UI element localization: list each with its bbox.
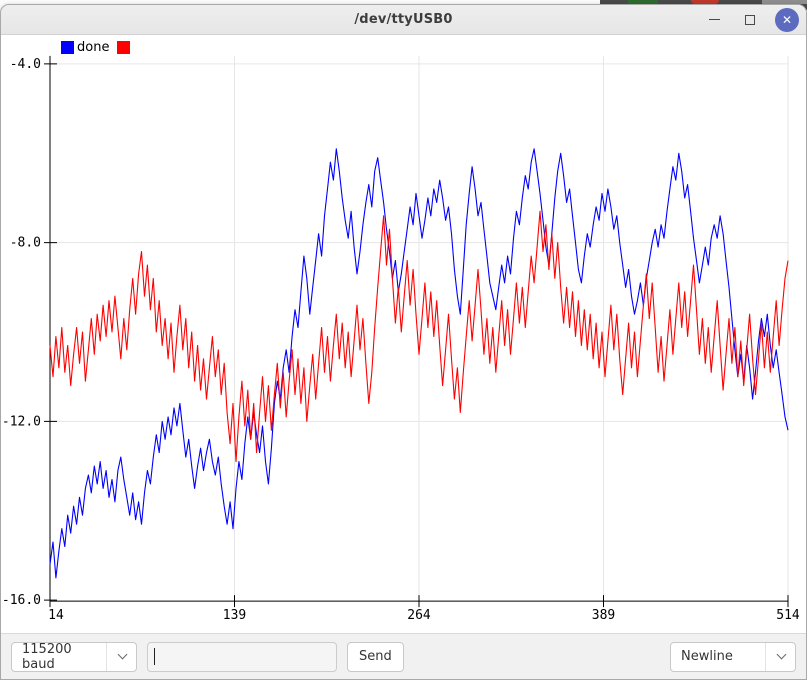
legend-swatch — [117, 41, 131, 54]
svg-text:264: 264 — [407, 608, 431, 623]
line-ending-select[interactable]: Newline — [670, 641, 796, 672]
window-title: /dev/ttyUSB0 — [354, 12, 453, 27]
chevron-down-icon — [117, 649, 128, 660]
send-button[interactable]: Send — [347, 641, 404, 672]
chevron-down-icon — [776, 649, 787, 660]
select-separator — [765, 642, 766, 671]
series-line-done — [49, 148, 789, 579]
legend: done — [61, 40, 137, 55]
legend-entry: done — [61, 40, 109, 55]
select-separator — [106, 642, 107, 671]
background-window-gray-mark — [762, 0, 807, 4]
serial-plotter-window: /dev/ttyUSB0 ✕ -4.0 -8.0 -12.0 -16.0 14 139 26… — [0, 4, 807, 680]
chart-area: -4.0 -8.0 -12.0 -16.0 14 139 264 389 514 done — [1, 35, 806, 633]
axes — [44, 55, 789, 608]
baud-rate-select[interactable]: 115200 baud — [11, 641, 137, 672]
maximize-button[interactable] — [739, 9, 761, 31]
svg-text:-12.0: -12.0 — [2, 414, 41, 429]
baud-rate-value: 115200 baud — [22, 641, 72, 672]
legend-swatch — [61, 41, 74, 54]
svg-text:514: 514 — [776, 608, 800, 623]
legend-label: done — [77, 40, 110, 55]
close-icon: ✕ — [781, 12, 793, 27]
svg-text:389: 389 — [592, 608, 615, 623]
minimize-button[interactable] — [703, 9, 725, 31]
legend-entry — [117, 41, 133, 54]
background-window-green-mark — [628, 0, 658, 4]
svg-text:-16.0: -16.0 — [2, 593, 41, 608]
maximize-icon — [745, 14, 755, 25]
close-button[interactable]: ✕ — [775, 7, 799, 32]
series-line-unnamed — [49, 210, 789, 463]
svg-text:139: 139 — [223, 608, 246, 623]
svg-text:-8.0: -8.0 — [10, 236, 41, 251]
bottom-toolbar: 115200 baud Send Newline — [1, 633, 806, 679]
titlebar[interactable]: /dev/ttyUSB0 ✕ — [1, 5, 806, 35]
line-ending-value: Newline — [681, 649, 733, 664]
window-controls: ✕ — [703, 5, 799, 34]
background-window-red-mark — [691, 0, 719, 4]
text-caret — [154, 648, 155, 665]
plot-canvas: -4.0 -8.0 -12.0 -16.0 14 139 264 389 514 — [2, 55, 800, 623]
message-input[interactable] — [147, 641, 337, 672]
axis-tick-labels: -4.0 -8.0 -12.0 -16.0 14 139 264 389 514 — [2, 57, 800, 623]
minimize-icon — [708, 19, 720, 20]
svg-text:-4.0: -4.0 — [10, 57, 41, 72]
svg-text:14: 14 — [48, 608, 64, 623]
